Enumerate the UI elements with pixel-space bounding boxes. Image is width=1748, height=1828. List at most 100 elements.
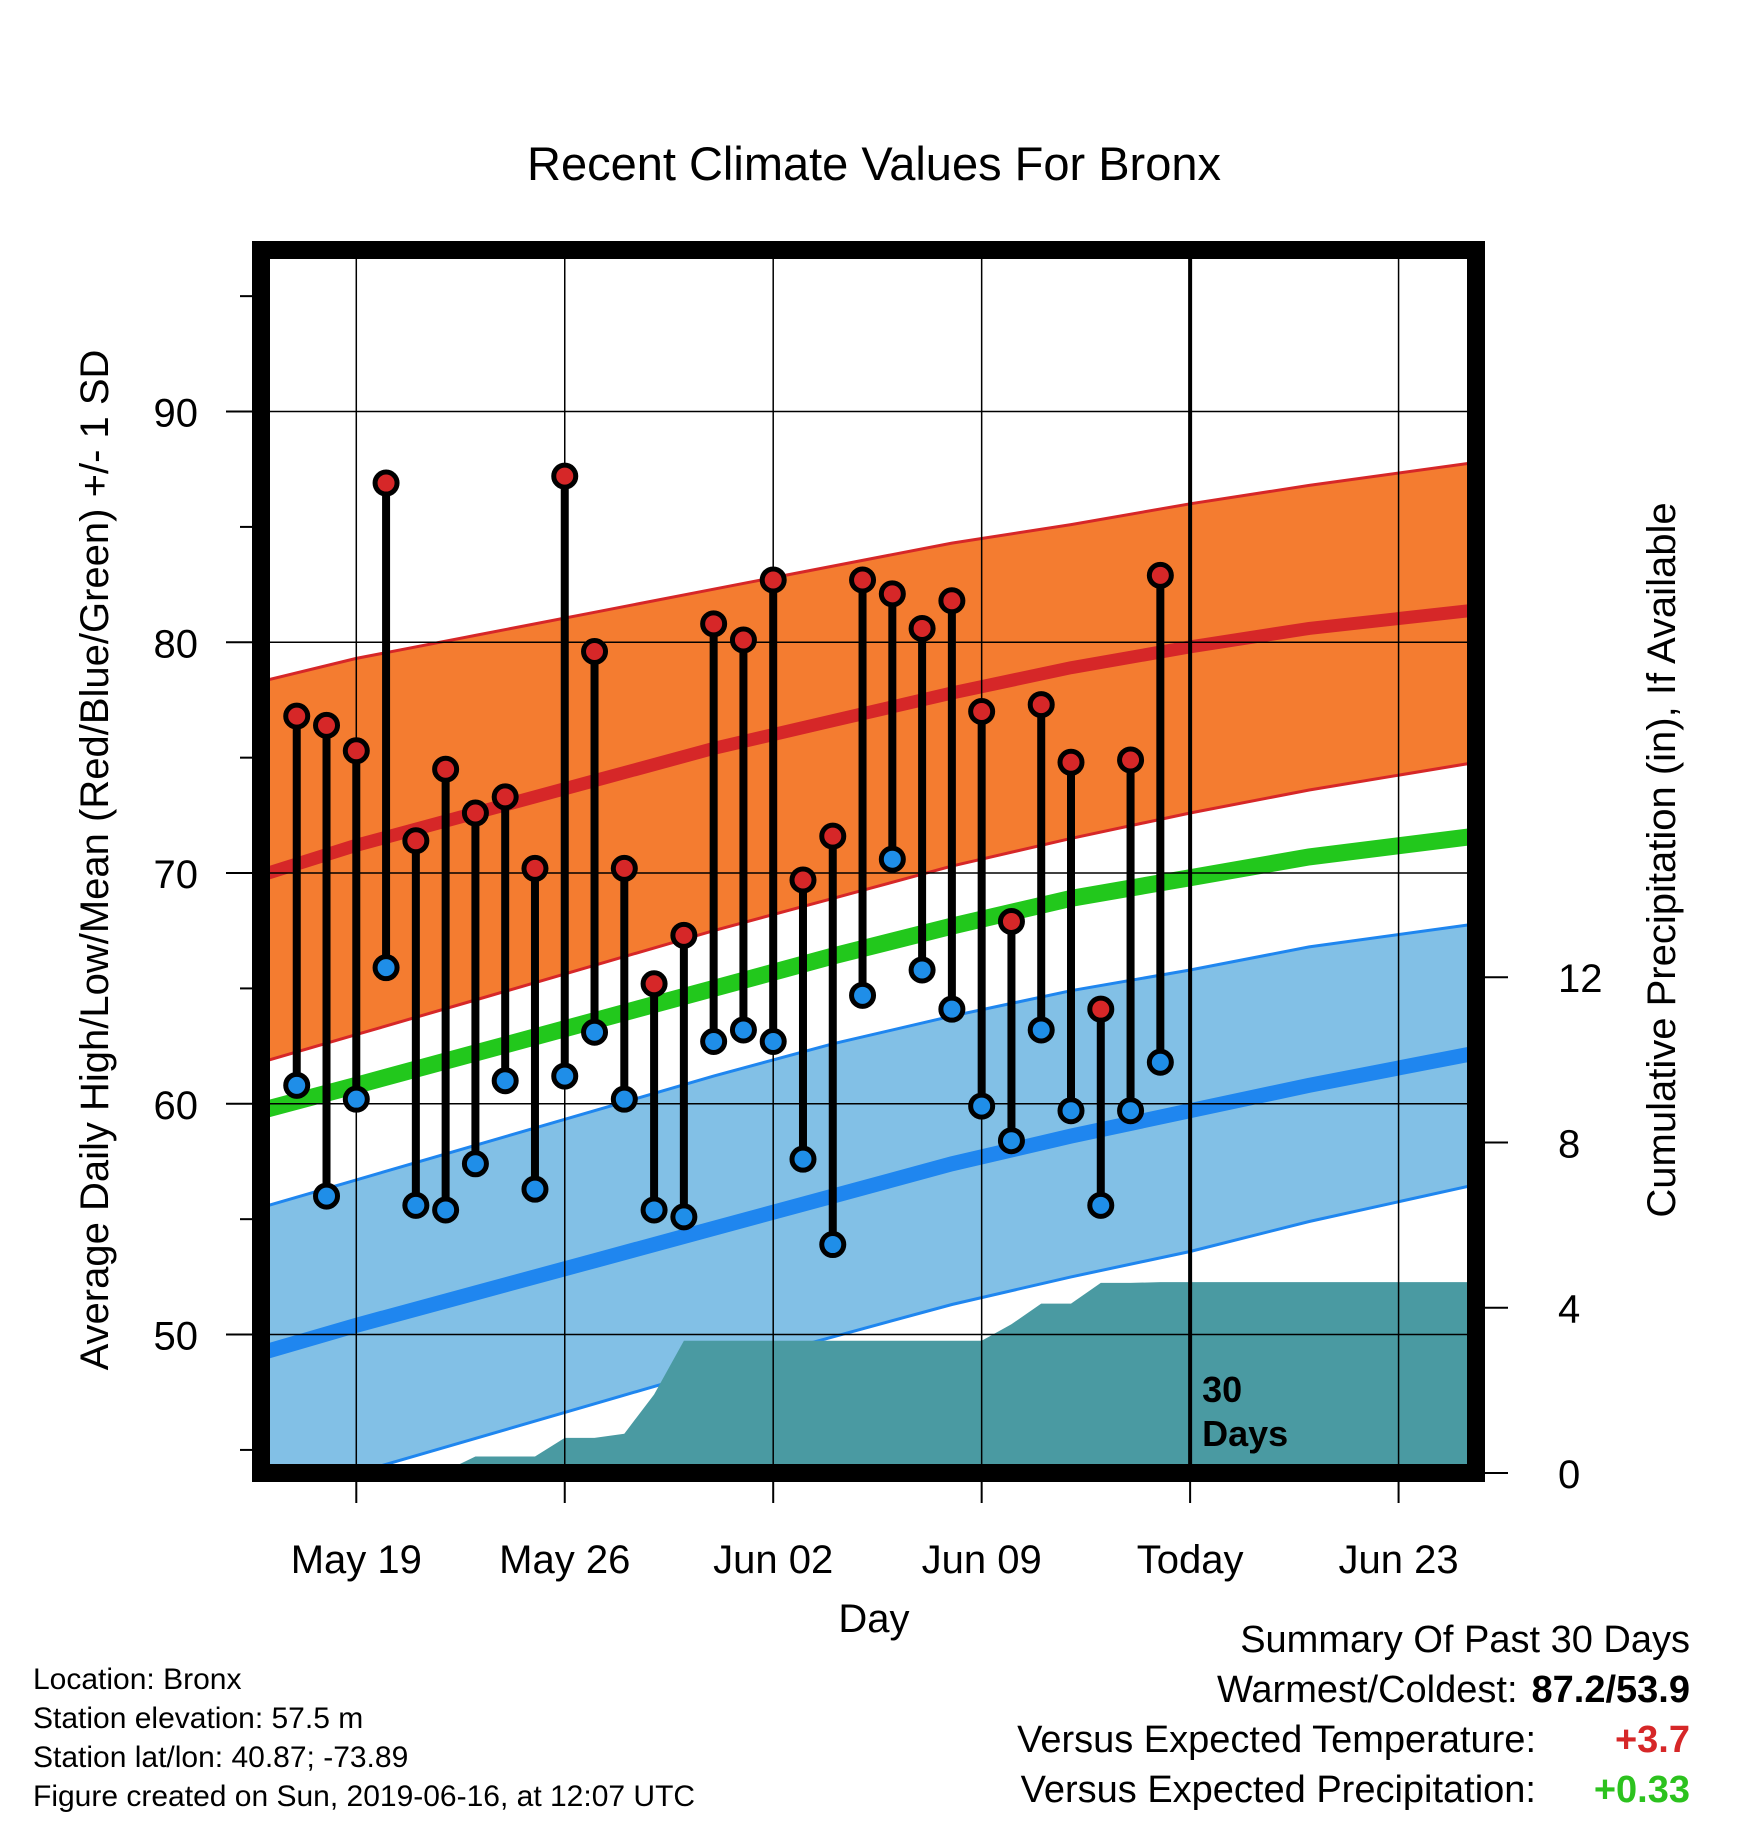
low-temp-point	[789, 1145, 817, 1173]
y-tick-label: 50	[154, 1315, 199, 1359]
temp-value: +3.7	[1614, 1719, 1690, 1761]
high-temp-point	[997, 907, 1025, 935]
high-temp-point	[1027, 691, 1055, 719]
low-temp-point	[581, 1018, 609, 1046]
low-temp-point	[1027, 1016, 1055, 1044]
x-tick-label: Today	[1137, 1538, 1244, 1582]
warm-cold-value: 87.2/53.9	[1531, 1669, 1690, 1711]
y-tick-label: 60	[154, 1084, 199, 1128]
x-tick-label: Jun 09	[922, 1538, 1042, 1582]
high-temp-point	[461, 799, 489, 827]
x-tick-label: Jun 02	[713, 1538, 833, 1582]
y-tick-label: 70	[154, 853, 199, 897]
low-temp-point	[610, 1085, 638, 1113]
low-temp-point	[461, 1150, 489, 1178]
low-temp-point	[938, 995, 966, 1023]
high-temp-point	[1146, 561, 1174, 589]
elevation-text: Station elevation: 57.5 m	[33, 1702, 364, 1735]
y2-axis-label: Cumulative Precipitation (in), If Availa…	[1640, 502, 1684, 1217]
high-temp-point	[700, 610, 728, 638]
precip-label: Versus Expected Precipitation:	[1020, 1769, 1536, 1811]
high-band-upper-edge	[261, 460, 1476, 683]
high-temp-point	[432, 755, 460, 783]
x-tick-label: May 19	[291, 1538, 422, 1582]
high-temp-point	[1087, 995, 1115, 1023]
high-temp-point	[491, 783, 519, 811]
summary-warm-cold: Warmest/Coldest: 87.2/53.9	[1017, 1665, 1690, 1715]
low-temp-point	[997, 1127, 1025, 1155]
high-temp-point	[372, 469, 400, 497]
high-temp-point	[759, 566, 787, 594]
low-temp-point	[551, 1062, 579, 1090]
high-temp-point	[789, 866, 817, 894]
y-tick-label: 80	[154, 622, 199, 666]
low-temp-point	[432, 1196, 460, 1224]
high-temp-point	[968, 698, 996, 726]
low-temp-point	[342, 1085, 370, 1113]
low-temp-point	[908, 956, 936, 984]
window-label: 30	[1202, 1369, 1242, 1410]
high-temp-point	[640, 970, 668, 998]
high-temp-point	[1057, 748, 1085, 776]
high-temp-point	[1117, 746, 1145, 774]
summary-heading: Summary Of Past 30 Days	[1240, 1619, 1690, 1661]
y2-tick-label: 0	[1558, 1453, 1580, 1497]
precipitation-area	[261, 1282, 1476, 1473]
high-temp-point	[819, 822, 847, 850]
high-temp-point	[551, 462, 579, 490]
high-temp-point	[610, 854, 638, 882]
latlon-text: Station lat/lon: 40.87; -73.89	[33, 1741, 409, 1774]
low-temp-point	[759, 1027, 787, 1055]
low-temp-point	[878, 845, 906, 873]
plot-frame	[252, 241, 1485, 1482]
low-temp-point	[640, 1196, 668, 1224]
high-temp-point	[581, 638, 609, 666]
low-band-lower-edge	[350, 1183, 1476, 1473]
created-text: Figure created on Sun, 2019-06-16, at 12…	[33, 1780, 696, 1813]
y2-tick-label: 12	[1558, 957, 1603, 1001]
station-info: Location: Bronx Station elevation: 57.5 …	[33, 1660, 695, 1816]
high-temp-point	[313, 711, 341, 739]
high-temp-point	[938, 587, 966, 615]
summary-panel: Summary Of Past 30 Days Warmest/Coldest:…	[1017, 1615, 1690, 1815]
high-mean-line	[261, 603, 1476, 882]
high-temp-point	[283, 702, 311, 730]
low-temp-point	[819, 1231, 847, 1259]
y2-tick-label: 4	[1558, 1288, 1580, 1332]
low-temp-point	[1057, 1097, 1085, 1125]
high-temp-point	[670, 921, 698, 949]
location-text: Location: Bronx	[33, 1663, 242, 1696]
low-temp-point	[1146, 1048, 1174, 1076]
low-temp-point	[670, 1203, 698, 1231]
low-temp-point	[313, 1182, 341, 1210]
x-tick-label: Jun 23	[1339, 1538, 1459, 1582]
low-temp-point	[729, 1016, 757, 1044]
low-temp-point	[283, 1071, 311, 1099]
high-temp-point	[729, 626, 757, 654]
high-temp-point	[521, 854, 549, 882]
y-tick-label: 90	[154, 392, 199, 436]
high-temp-point	[342, 737, 370, 765]
y2-tick-label: 8	[1558, 1122, 1580, 1166]
low-temp-point	[700, 1027, 728, 1055]
high-temp-point	[402, 827, 430, 855]
low-temp-point	[1117, 1097, 1145, 1125]
low-temp-point	[402, 1191, 430, 1219]
temp-label: Versus Expected Temperature:	[1017, 1719, 1536, 1761]
low-temp-point	[1087, 1191, 1115, 1219]
low-temp-point	[849, 981, 877, 1009]
high-temp-point	[878, 580, 906, 608]
summary-precip: Versus Expected Precipitation: +0.33	[1017, 1765, 1690, 1815]
x-axis-label: Day	[838, 1597, 909, 1641]
high-temp-point	[908, 614, 936, 642]
precip-value: +0.33	[1593, 1769, 1690, 1811]
summary-temp: Versus Expected Temperature: +3.7	[1017, 1715, 1690, 1765]
low-temp-point	[491, 1067, 519, 1095]
y-axis-label: Average Daily High/Low/Mean (Red/Blue/Gr…	[73, 350, 117, 1371]
low-temp-point	[521, 1175, 549, 1203]
window-label: Days	[1202, 1413, 1288, 1454]
low-temp-point	[372, 954, 400, 982]
x-tick-label: May 26	[499, 1538, 630, 1582]
